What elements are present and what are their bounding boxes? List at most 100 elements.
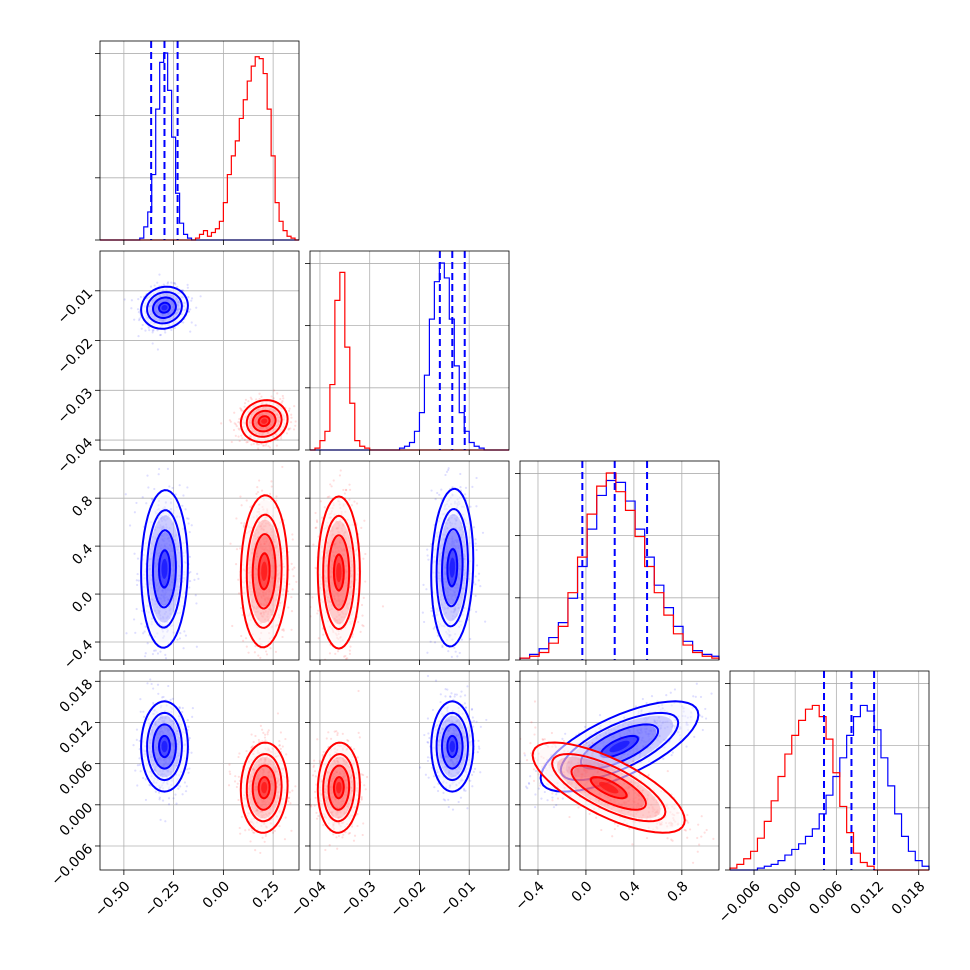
scatter-point bbox=[136, 784, 139, 787]
scatter-point bbox=[336, 650, 340, 653]
scatter-point bbox=[158, 791, 161, 794]
scatter-point bbox=[275, 495, 278, 498]
scatter-point bbox=[189, 308, 192, 311]
scatter-point bbox=[184, 508, 187, 511]
scatter-point bbox=[440, 488, 443, 491]
scatter-point bbox=[258, 397, 261, 401]
scatter-point bbox=[268, 446, 272, 449]
scatter-point bbox=[157, 692, 160, 695]
scatter-point bbox=[139, 710, 142, 713]
scatter-point bbox=[267, 444, 270, 448]
scatter-point bbox=[291, 568, 294, 571]
scatter-point bbox=[195, 602, 198, 605]
scatter-point bbox=[245, 645, 248, 648]
scatter-point bbox=[251, 684, 253, 686]
scatter-point bbox=[349, 645, 352, 648]
scatter-point bbox=[288, 407, 291, 410]
scatter-point bbox=[237, 798, 240, 802]
scatter-point bbox=[281, 465, 284, 469]
joint-panel-1-2 bbox=[305, 460, 510, 675]
scatter-point bbox=[176, 638, 179, 641]
scatter-point bbox=[265, 653, 269, 656]
scatter-point bbox=[128, 524, 132, 527]
scatter-point bbox=[290, 416, 293, 419]
scatter-point bbox=[194, 594, 197, 597]
scatter-point bbox=[243, 402, 247, 405]
scatter-point bbox=[484, 620, 487, 623]
scatter-point bbox=[228, 419, 231, 422]
scatter-point bbox=[425, 588, 428, 591]
scatter-point bbox=[233, 411, 236, 414]
scatter-point bbox=[234, 775, 237, 778]
scatter-point bbox=[249, 396, 252, 399]
scatter-point bbox=[186, 719, 189, 722]
scatter-point bbox=[240, 504, 243, 507]
contour-blue bbox=[157, 734, 171, 759]
scatter-point bbox=[159, 333, 163, 337]
scatter-point bbox=[237, 775, 240, 778]
scatter-point bbox=[276, 392, 279, 395]
scatter-point bbox=[195, 645, 198, 648]
scatter-point bbox=[197, 577, 200, 580]
scatter-point bbox=[148, 329, 151, 332]
scatter-point bbox=[260, 395, 263, 398]
scatter-point bbox=[254, 849, 257, 852]
scatter-point bbox=[326, 496, 329, 499]
scatter-point bbox=[444, 473, 447, 477]
scatter-point bbox=[175, 802, 178, 805]
scatter-point bbox=[149, 678, 152, 681]
scatter-point bbox=[256, 490, 260, 494]
scatter-point bbox=[124, 493, 127, 496]
scatter-point bbox=[250, 443, 253, 446]
scatter-point bbox=[183, 781, 187, 784]
scatter-point bbox=[257, 654, 260, 657]
scatter-point bbox=[148, 783, 151, 786]
scatter-point bbox=[167, 797, 171, 800]
scatter-point bbox=[290, 413, 293, 416]
scatter-point bbox=[188, 767, 191, 770]
scatter-point bbox=[164, 653, 167, 656]
scatter-point bbox=[132, 744, 135, 747]
scatter-point bbox=[275, 444, 278, 447]
scatter-point bbox=[234, 563, 238, 566]
scatter-point bbox=[147, 326, 150, 329]
scatter-point bbox=[477, 572, 481, 575]
scatter-point bbox=[276, 438, 279, 441]
scatter-point bbox=[250, 746, 253, 749]
scatter-point bbox=[291, 538, 294, 541]
scatter-point bbox=[235, 548, 239, 551]
contour-blue bbox=[146, 509, 183, 629]
joint-panel-0-3 bbox=[95, 670, 300, 875]
scatter-point bbox=[426, 554, 429, 557]
scatter-point bbox=[252, 442, 255, 445]
scatter-point bbox=[183, 630, 186, 633]
scatter-point bbox=[179, 785, 182, 788]
scatter-point bbox=[156, 652, 160, 655]
scatter-point bbox=[142, 710, 145, 713]
panel-frame bbox=[99, 460, 300, 661]
scatter-point bbox=[293, 566, 296, 569]
scatter-point bbox=[314, 511, 317, 515]
scatter-point bbox=[432, 627, 435, 630]
scatter-point bbox=[139, 295, 142, 299]
scatter-point bbox=[252, 831, 255, 834]
scatter-point bbox=[181, 289, 184, 292]
scatter-point bbox=[278, 744, 281, 747]
scatter-point bbox=[184, 790, 188, 793]
scatter-point bbox=[351, 635, 354, 638]
scatter-point bbox=[363, 519, 366, 522]
scatter-point bbox=[345, 657, 348, 660]
scatter-point bbox=[146, 474, 149, 477]
scatter-point bbox=[348, 652, 352, 655]
scatter-point bbox=[233, 422, 236, 425]
scatter-point bbox=[237, 592, 241, 595]
scatter-point bbox=[464, 486, 468, 489]
density-fill-blue bbox=[161, 305, 168, 311]
contour-red bbox=[245, 404, 283, 438]
scatter-point bbox=[255, 442, 259, 445]
scatter-point bbox=[436, 663, 438, 665]
scatter-point bbox=[187, 522, 190, 525]
scatter-point bbox=[317, 637, 320, 640]
scatter-point bbox=[478, 673, 480, 675]
scatter-point bbox=[138, 757, 141, 760]
